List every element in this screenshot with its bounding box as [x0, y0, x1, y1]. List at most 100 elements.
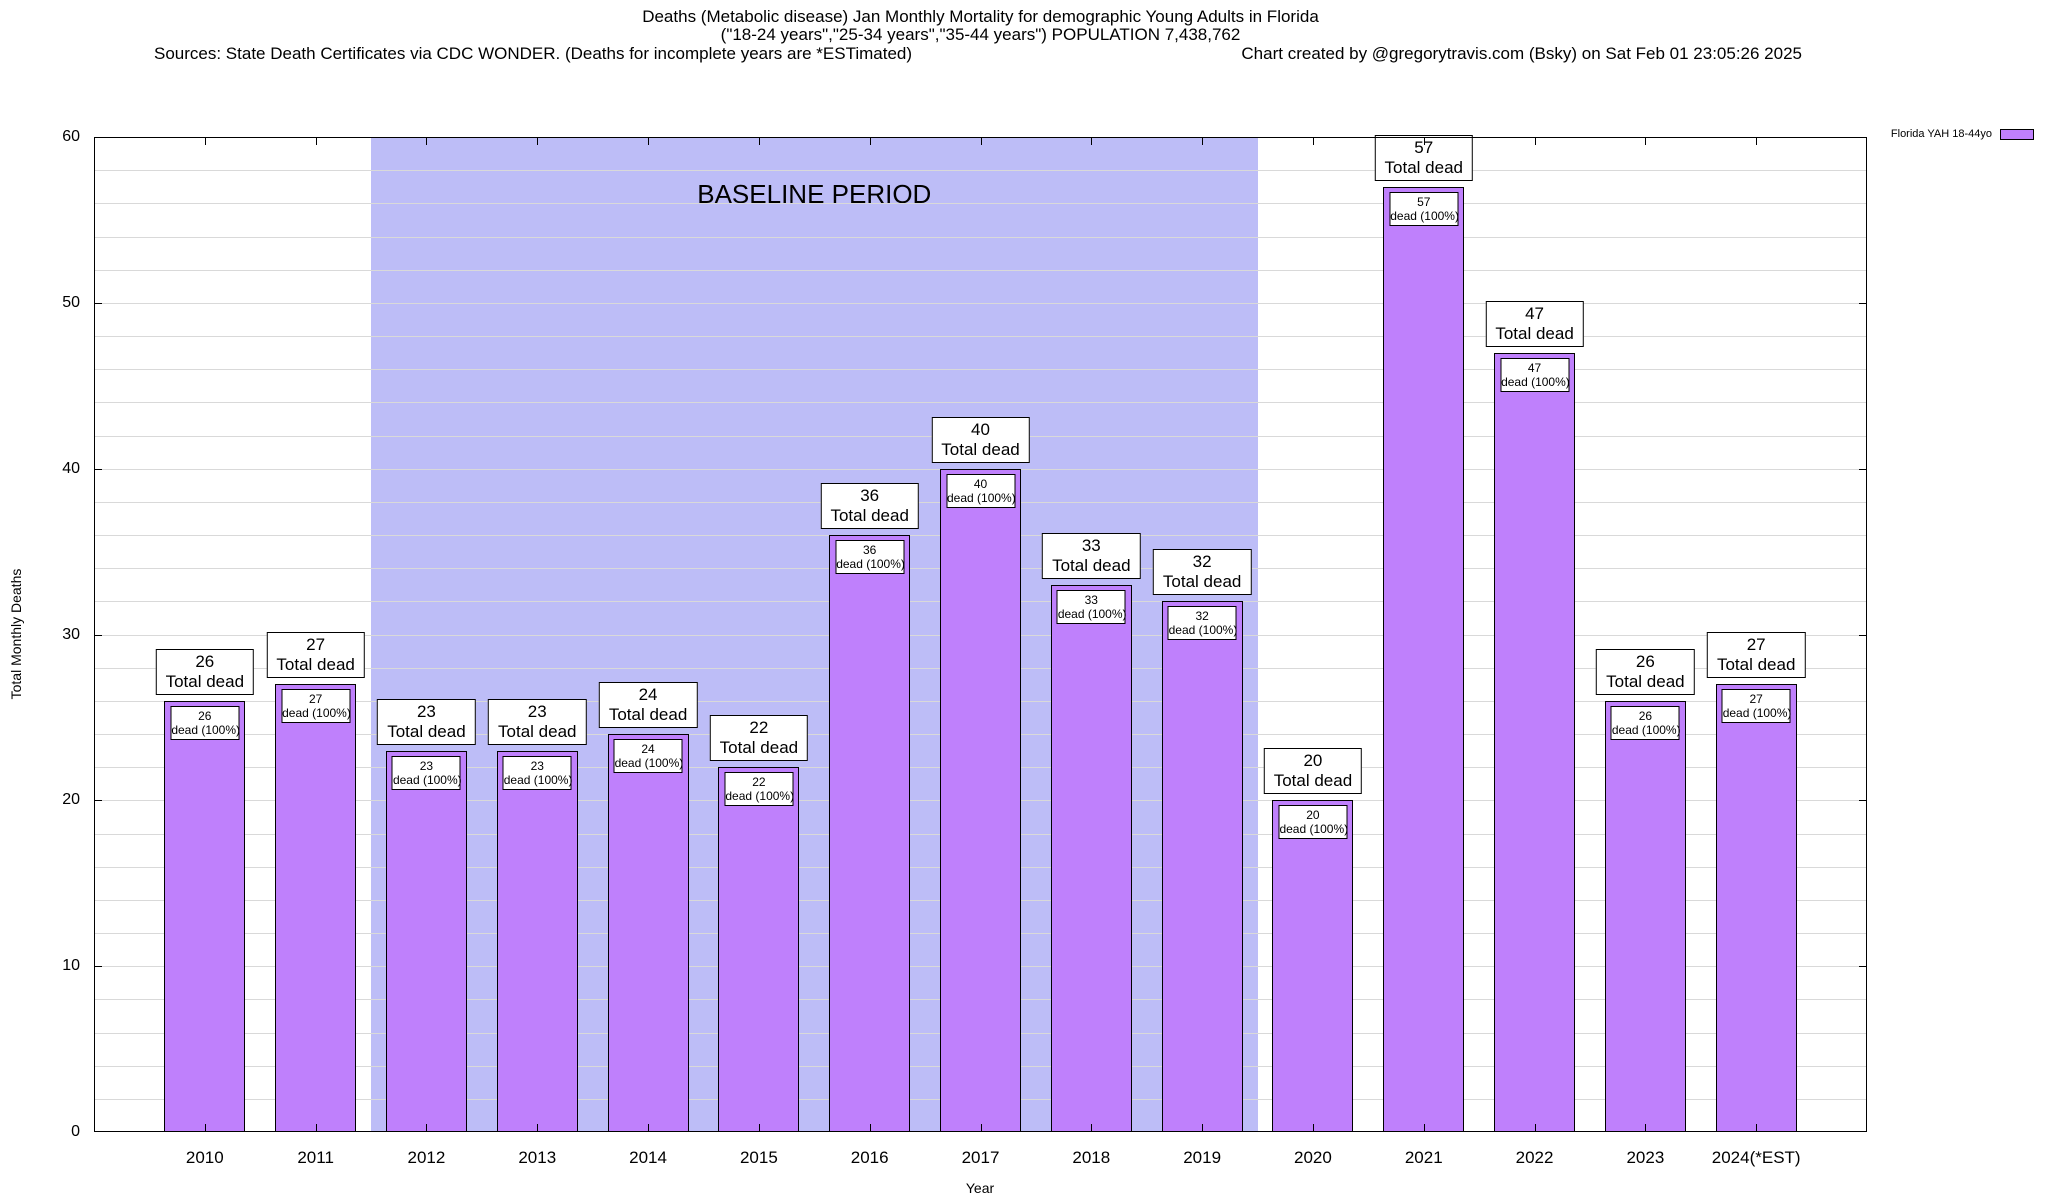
bar-inner-label-2019: 32 dead (100%): [1167, 606, 1238, 641]
xtick-label-2019: 2019: [1183, 1148, 1222, 1167]
xtick-top-2014: [648, 137, 650, 145]
bar-inner-label-2011: 27 dead (100%): [281, 689, 351, 724]
chart-header: Deaths (Metabolic disease) Jan Monthly M…: [94, 8, 1867, 44]
bar-inner-value-2013: 23: [530, 758, 544, 773]
bar-total-value-2018: 33: [1081, 535, 1101, 555]
xtick-label-2024(*EST): 2024(*EST): [1711, 1148, 1801, 1167]
bar-total-label-2017: 40 Total dead: [931, 416, 1030, 463]
xtick-bottom-2023: [1645, 1124, 1647, 1132]
legend-series-label: Florida YAH 18-44yo: [1890, 128, 1992, 140]
xtick-bottom-2017: [980, 1124, 982, 1132]
bar-inner-suffix-2019: dead (100%): [1168, 623, 1238, 638]
bar-total-label-2015: 22 Total dead: [709, 715, 809, 762]
xtick-label-2011: 2011: [297, 1148, 334, 1167]
bar-total-value-2019: 32: [1192, 552, 1212, 572]
bar-inner-suffix-2021: dead (100%): [1390, 208, 1459, 223]
legend-color-swatch: [2000, 128, 2034, 140]
ytick-left-20: [94, 800, 102, 802]
gridline-y46: [94, 369, 1867, 371]
bar-total-label-2010: 26 Total dead: [155, 648, 255, 695]
bar-2011: 27 dead (100%): [275, 684, 357, 1132]
bar-total-value-2012: 23: [416, 701, 436, 721]
xtick-label-2013: 2013: [518, 1148, 557, 1167]
bar-total-suffix-2017: Total dead: [941, 439, 1020, 459]
bar-total-value-2022: 47: [1525, 303, 1545, 323]
ytick-left-10: [94, 966, 102, 968]
bar-inner-label-2015: 22 dead (100%): [724, 772, 795, 807]
xtick-label-2010: 2010: [185, 1148, 224, 1167]
bar-total-value-2010: 26: [195, 651, 215, 671]
bar-2022: 47 dead (100%): [1494, 352, 1576, 1132]
bar-total-value-2017: 40: [971, 419, 990, 439]
x-axis-title: Year: [965, 1180, 995, 1196]
xtick-top-2011: [315, 137, 317, 145]
bar-inner-value-2018: 33: [1084, 592, 1098, 607]
bar-inner-value-2015: 22: [752, 775, 766, 790]
bar-inner-suffix-2013: dead (100%): [503, 772, 573, 787]
bar-inner-value-2019: 32: [1195, 609, 1209, 624]
ytick-right-20: [1859, 800, 1867, 802]
bar-total-suffix-2012: Total dead: [387, 721, 466, 741]
bar-inner-label-2020: 20 dead (100%): [1278, 805, 1349, 840]
xtick-bottom-2012: [426, 1124, 428, 1132]
bar-total-value-2013: 23: [527, 701, 547, 721]
bar-2015: 22 dead (100%): [718, 767, 800, 1132]
bar-total-suffix-2014: Total dead: [608, 705, 688, 724]
bar-inner-value-2020: 20: [1306, 808, 1320, 823]
bar-inner-value-2024(*EST): 27: [1749, 692, 1763, 707]
xtick-bottom-2015: [758, 1124, 760, 1132]
xtick-bottom-2011: [315, 1124, 317, 1132]
credit-note: Chart created by @gregorytravis.com (Bsk…: [1241, 44, 1802, 63]
bar-inner-label-2023: 26 dead (100%): [1610, 705, 1681, 740]
xtick-top-2022: [1534, 137, 1536, 145]
chart-title-line1: Deaths (Metabolic disease) Jan Monthly M…: [642, 7, 1319, 26]
ytick-label-60: 60: [62, 128, 80, 145]
sources-row: Sources: State Death Certificates via CD…: [154, 44, 1802, 64]
gridline-y58: [94, 170, 1867, 172]
bar-total-value-2014: 24: [638, 685, 658, 704]
bar-total-label-2014: 24 Total dead: [598, 682, 698, 728]
bar-total-label-2016: 36 Total dead: [820, 483, 919, 529]
bar-inner-suffix-2024(*EST): dead (100%): [1722, 706, 1792, 721]
ytick-label-50: 50: [62, 293, 80, 311]
bar-2013: 23 dead (100%): [496, 750, 578, 1132]
bar-inner-label-2021: 57 dead (100%): [1389, 191, 1459, 226]
ytick-left-30: [94, 634, 102, 636]
bar-inner-value-2014: 24: [641, 742, 655, 756]
bar-inner-label-2012: 23 dead (100%): [391, 755, 462, 790]
xtick-label-2021: 2021: [1404, 1148, 1443, 1167]
xtick-bottom-2022: [1534, 1124, 1536, 1132]
bar-total-value-2011: 27: [306, 635, 326, 655]
bar-inner-suffix-2018: dead (100%): [1057, 606, 1127, 621]
bar-inner-suffix-2011: dead (100%): [282, 706, 351, 721]
bar-inner-suffix-2010: dead (100%): [171, 722, 241, 737]
bar-inner-value-2023: 26: [1638, 708, 1653, 723]
xtick-bottom-2018: [1091, 1124, 1093, 1132]
xtick-top-2012: [426, 137, 428, 145]
bar-inner-value-2022: 47: [1527, 360, 1542, 375]
bar-inner-suffix-2015: dead (100%): [725, 789, 795, 804]
xtick-top-2010: [204, 137, 206, 145]
bar-total-suffix-2022: Total dead: [1495, 323, 1574, 343]
xtick-top-2018: [1091, 137, 1093, 145]
xtick-bottom-2014: [648, 1124, 650, 1132]
baseline-period-label: BASELINE PERIOD: [697, 179, 932, 209]
bar-2014: 24 dead (100%): [607, 734, 689, 1132]
bar-total-value-2021: 57: [1414, 137, 1434, 157]
bar-inner-suffix-2022: dead (100%): [1501, 374, 1570, 389]
bar-2020: 20 dead (100%): [1272, 800, 1354, 1132]
ytick-right-30: [1859, 634, 1867, 636]
bar-inner-value-2012: 23: [419, 758, 434, 773]
xtick-label-2022: 2022: [1515, 1148, 1554, 1167]
gridline-y44: [94, 402, 1867, 404]
xtick-top-2013: [537, 137, 539, 145]
xtick-label-2017: 2017: [961, 1148, 1000, 1167]
xtick-top-2019: [1202, 137, 1204, 145]
ytick-left-40: [94, 468, 102, 470]
ytick-label-0: 0: [71, 1123, 80, 1140]
gridline-y54: [94, 236, 1867, 238]
xtick-bottom-2020: [1312, 1124, 1314, 1132]
xtick-top-2020: [1312, 137, 1314, 145]
bar-inner-suffix-2020: dead (100%): [1279, 822, 1349, 837]
bar-2012: 23 dead (100%): [385, 750, 467, 1132]
